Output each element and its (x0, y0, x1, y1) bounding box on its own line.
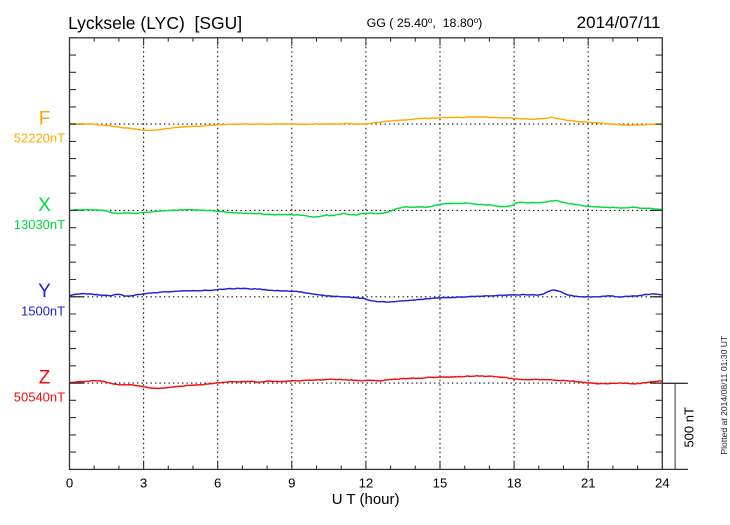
svg-text:2014/07/11: 2014/07/11 (577, 13, 661, 32)
svg-text:50540nT: 50540nT (14, 390, 65, 405)
svg-text:GG ( 25.40o, 18.80o): GG ( 25.40o, 18.80o) (367, 16, 483, 30)
svg-text:21: 21 (581, 476, 596, 491)
svg-text:Y: Y (38, 281, 51, 302)
svg-text:9: 9 (288, 476, 295, 491)
svg-text:12: 12 (359, 476, 374, 491)
svg-text:52220nT: 52220nT (14, 131, 65, 146)
svg-text:U T (hour): U T (hour) (332, 491, 400, 508)
svg-text:Plotted at 2014/08/11 01:30 UT: Plotted at 2014/08/11 01:30 UT (719, 335, 729, 455)
svg-text:6: 6 (214, 476, 221, 491)
svg-text:24: 24 (655, 476, 670, 491)
svg-text:500 nT: 500 nT (682, 407, 697, 448)
svg-text:15: 15 (433, 476, 448, 491)
svg-text:3: 3 (140, 476, 147, 491)
svg-text:Lycksele (LYC) [SGU]: Lycksele (LYC) [SGU] (68, 13, 242, 33)
svg-text:F: F (39, 109, 51, 130)
svg-text:X: X (38, 195, 51, 216)
svg-text:18: 18 (507, 476, 522, 491)
svg-text:0: 0 (66, 476, 73, 491)
svg-text:13030nT: 13030nT (14, 217, 65, 232)
svg-text:1500nT: 1500nT (21, 303, 65, 318)
svg-text:Z: Z (39, 368, 51, 389)
